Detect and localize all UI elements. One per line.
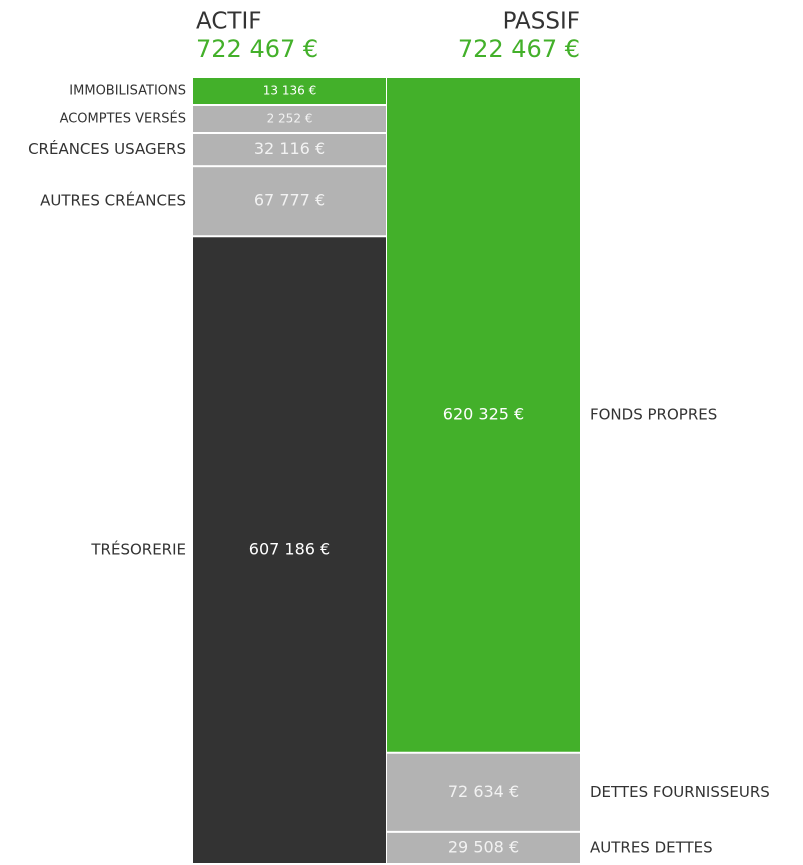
- column-title: PASSIF: [503, 9, 580, 35]
- segment-label: IMMOBILISATIONS: [69, 84, 186, 99]
- segment: [193, 106, 386, 132]
- segment-value: 607 186 €: [249, 540, 330, 559]
- segment: [193, 134, 386, 166]
- segment-label: AUTRES DETTES: [590, 838, 713, 856]
- segment-value: 13 136 €: [263, 84, 316, 98]
- segment: [193, 78, 386, 104]
- segment-value: 620 325 €: [443, 404, 524, 423]
- segment-label: CRÉANCES USAGERS: [28, 139, 186, 158]
- segment-value: 29 508 €: [448, 837, 519, 856]
- segment: [193, 237, 386, 863]
- segment-value: 32 116 €: [254, 139, 325, 158]
- segment: [387, 78, 580, 752]
- segment-value: 2 252 €: [267, 112, 313, 126]
- segment-value: 67 777 €: [254, 191, 325, 210]
- segment-label: TRÉSORERIE: [90, 540, 186, 559]
- segment: [387, 832, 580, 863]
- column-total: 722 467 €: [458, 35, 580, 63]
- segment-label: FONDS PROPRES: [590, 405, 717, 423]
- segment: [387, 753, 580, 831]
- segment-value: 72 634 €: [448, 782, 519, 801]
- column-total: 722 467 €: [196, 35, 318, 63]
- segment-label: AUTRES CRÉANCES: [40, 191, 186, 210]
- segment: [193, 167, 386, 236]
- column-title: ACTIF: [196, 9, 261, 35]
- segment-label: DETTES FOURNISSEURS: [590, 783, 770, 801]
- segment-label: ACOMPTES VERSÉS: [60, 111, 186, 127]
